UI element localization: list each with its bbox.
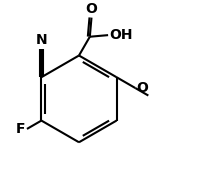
Text: O: O — [136, 81, 148, 95]
Text: O: O — [86, 2, 97, 16]
Text: F: F — [16, 122, 26, 136]
Text: OH: OH — [109, 28, 133, 42]
Text: N: N — [36, 33, 47, 47]
